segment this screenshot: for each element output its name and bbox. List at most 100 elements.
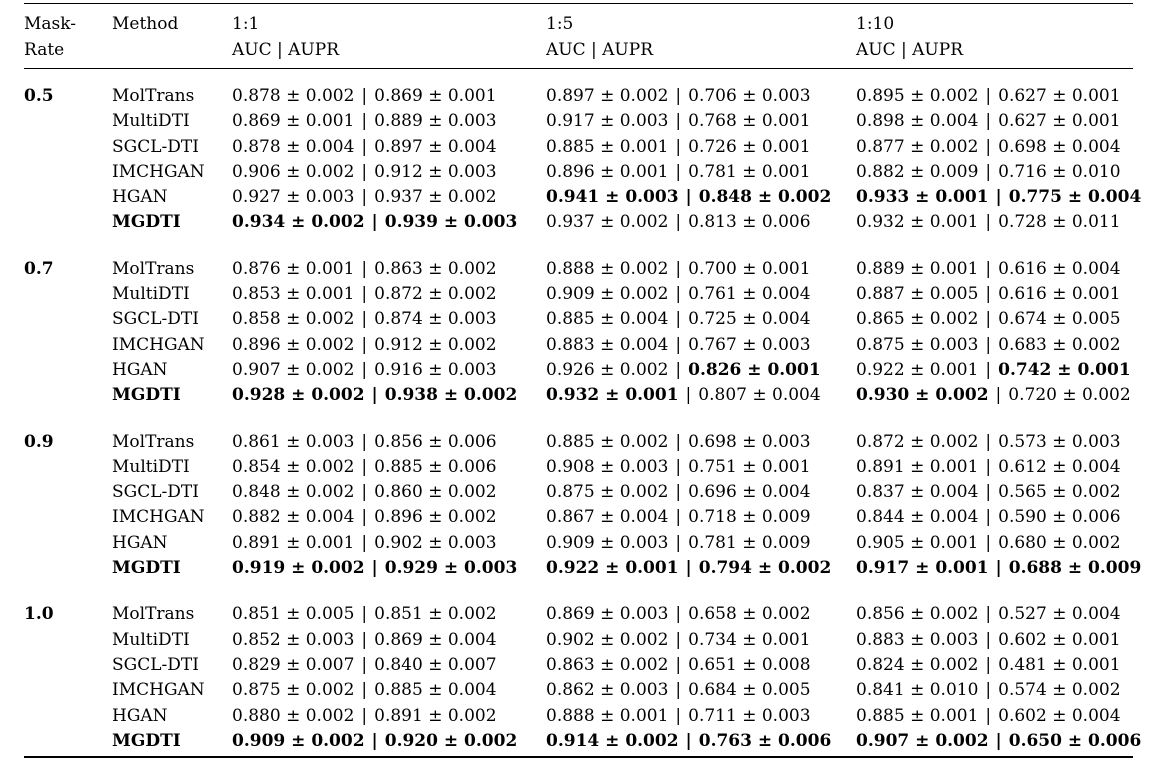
value-separator: | (361, 86, 368, 106)
metric-cell: 0.909 ± 0.002 | 0.761 ± 0.004 (546, 282, 856, 307)
value-separator: | (985, 284, 992, 305)
mask-rate-value (24, 307, 112, 332)
metric-cell: 0.867 ± 0.004 | 0.718 ± 0.009 (546, 505, 856, 530)
value-separator: | (675, 482, 682, 503)
aupr-value: 0.650 ± 0.006 (1008, 730, 1142, 751)
value-separator: | (675, 161, 682, 182)
aupr-value: 0.781 ± 0.001 (688, 161, 811, 182)
auc-value: 0.932 ± 0.001 (546, 385, 679, 406)
auc-value: 0.891 ± 0.001 (856, 456, 979, 477)
aupr-value: 0.700 ± 0.001 (688, 258, 811, 279)
auc-value: 0.883 ± 0.003 (856, 629, 979, 650)
value-separator: | (675, 431, 682, 452)
metric-cell: 0.932 ± 0.001 | 0.807 ± 0.004 (546, 383, 856, 408)
value-separator: | (985, 654, 992, 675)
table-row: IMCHGAN 0.896 ± 0.002 | 0.912 ± 0.002 0.883 … (24, 333, 1133, 358)
aupr-value: 0.761 ± 0.004 (688, 284, 811, 305)
aupr-value: 0.627 ± 0.001 (998, 86, 1121, 106)
auc-value: 0.908 ± 0.003 (546, 456, 669, 477)
table-row: MultiDTI 0.853 ± 0.001 | 0.872 ± 0.002 0.909… (24, 282, 1133, 307)
metric-cell: 0.848 ± 0.002 | 0.860 ± 0.002 (232, 480, 546, 505)
table-row: IMCHGAN 0.906 ± 0.002 | 0.912 ± 0.003 0.896 … (24, 160, 1133, 185)
method-name: MolTrans (112, 431, 195, 452)
table-row: 0.5 MolTrans 0.878 ± 0.002 | 0.869 ± 0.001 0.… (24, 84, 1133, 109)
metric-cell: 0.837 ± 0.004 | 0.565 ± 0.002 (856, 480, 1133, 505)
metric-cell: 0.902 ± 0.002 | 0.734 ± 0.001 (546, 628, 856, 653)
auc-value: 0.928 ± 0.002 (232, 385, 365, 406)
auc-value: 0.909 ± 0.002 (232, 730, 365, 751)
auc-value: 0.848 ± 0.002 (232, 482, 355, 503)
method-name: MultiDTI (112, 284, 190, 305)
metric-cell: 0.941 ± 0.003 | 0.848 ± 0.002 (546, 185, 856, 210)
table-row: MultiDTI 0.869 ± 0.001 | 0.889 ± 0.003 0.917… (24, 109, 1133, 134)
auc-value: 0.909 ± 0.002 (546, 284, 669, 305)
aupr-value: 0.938 ± 0.002 (384, 385, 518, 406)
value-separator: | (675, 284, 682, 305)
value-separator: | (985, 258, 992, 279)
auc-value: 0.888 ± 0.001 (546, 705, 669, 726)
value-separator: | (685, 187, 692, 208)
value-separator: | (361, 111, 368, 132)
metric-cell: 0.841 ± 0.010 | 0.574 ± 0.002 (856, 678, 1133, 703)
bottom-rule (24, 756, 1133, 759)
mask-rate-value (24, 135, 112, 160)
auc-value: 0.926 ± 0.002 (546, 359, 669, 380)
metric-cell: 0.851 ± 0.005 | 0.851 ± 0.002 (232, 602, 546, 627)
value-separator: | (371, 558, 378, 579)
table-row: SGCL-DTI 0.848 ± 0.002 | 0.860 ± 0.002 0.875… (24, 480, 1133, 505)
aupr-value: 0.897 ± 0.004 (374, 136, 497, 157)
value-separator: | (675, 629, 682, 650)
value-separator: | (675, 604, 682, 625)
table-row: SGCL-DTI 0.878 ± 0.004 | 0.897 ± 0.004 0.885… (24, 135, 1133, 160)
mask-rate-value (24, 531, 112, 556)
method-name: MGDTI (112, 212, 181, 233)
auc-value: 0.824 ± 0.002 (856, 654, 979, 675)
auc-value: 0.933 ± 0.001 (856, 187, 989, 208)
method-name: HGAN (112, 705, 168, 726)
top-rule (24, 3, 1133, 4)
auc-value: 0.889 ± 0.001 (856, 258, 979, 279)
mask-rate-value: 0.9 (24, 431, 54, 452)
aupr-value: 0.891 ± 0.002 (374, 705, 497, 726)
value-separator: | (371, 212, 378, 233)
value-separator: | (371, 385, 378, 406)
value-separator: | (995, 385, 1002, 406)
value-separator: | (985, 680, 992, 701)
mask-rate-value (24, 185, 112, 210)
metric-cell: 0.907 ± 0.002 | 0.650 ± 0.006 (856, 729, 1141, 754)
aupr-value: 0.711 ± 0.003 (688, 705, 811, 726)
aupr-value: 0.718 ± 0.009 (688, 507, 811, 528)
mask-rate-value (24, 455, 112, 480)
mask-rate-value (24, 282, 112, 307)
metric-cell: 0.875 ± 0.002 | 0.885 ± 0.004 (232, 678, 546, 703)
auc-value: 0.922 ± 0.001 (856, 359, 979, 380)
metric-cell: 0.887 ± 0.005 | 0.616 ± 0.001 (856, 282, 1133, 307)
value-separator: | (995, 730, 1002, 751)
aupr-value: 0.807 ± 0.004 (698, 385, 821, 406)
aupr-value: 0.684 ± 0.005 (688, 680, 811, 701)
table-row: MGDTI 0.928 ± 0.002 | 0.938 ± 0.002 0.932 ± … (24, 383, 1133, 408)
header-mask-line2: Rate (24, 40, 65, 60)
value-separator: | (985, 359, 992, 380)
value-separator: | (371, 730, 378, 751)
mask-rate-value (24, 383, 112, 408)
mask-rate-value (24, 480, 112, 505)
aupr-value: 0.860 ± 0.002 (374, 482, 497, 503)
auc-value: 0.875 ± 0.002 (232, 680, 355, 701)
aupr-value: 0.616 ± 0.001 (998, 284, 1121, 305)
auc-value: 0.869 ± 0.003 (546, 604, 669, 625)
aupr-value: 0.627 ± 0.001 (998, 111, 1121, 132)
auc-value: 0.897 ± 0.002 (546, 86, 669, 106)
value-separator: | (361, 359, 368, 380)
aupr-value: 0.902 ± 0.003 (374, 532, 497, 553)
method-name: SGCL-DTI (112, 309, 199, 330)
metric-cell: 0.853 ± 0.001 | 0.872 ± 0.002 (232, 282, 546, 307)
auc-value: 0.865 ± 0.002 (856, 309, 979, 330)
metric-cell: 0.875 ± 0.003 | 0.683 ± 0.002 (856, 333, 1133, 358)
aupr-value: 0.658 ± 0.002 (688, 604, 811, 625)
auc-value: 0.891 ± 0.001 (232, 532, 355, 553)
value-separator: | (985, 604, 992, 625)
metric-cell: 0.917 ± 0.001 | 0.688 ± 0.009 (856, 556, 1141, 581)
metric-cell: 0.862 ± 0.003 | 0.684 ± 0.005 (546, 678, 856, 703)
metric-cell: 0.878 ± 0.002 | 0.869 ± 0.001 (232, 84, 546, 109)
